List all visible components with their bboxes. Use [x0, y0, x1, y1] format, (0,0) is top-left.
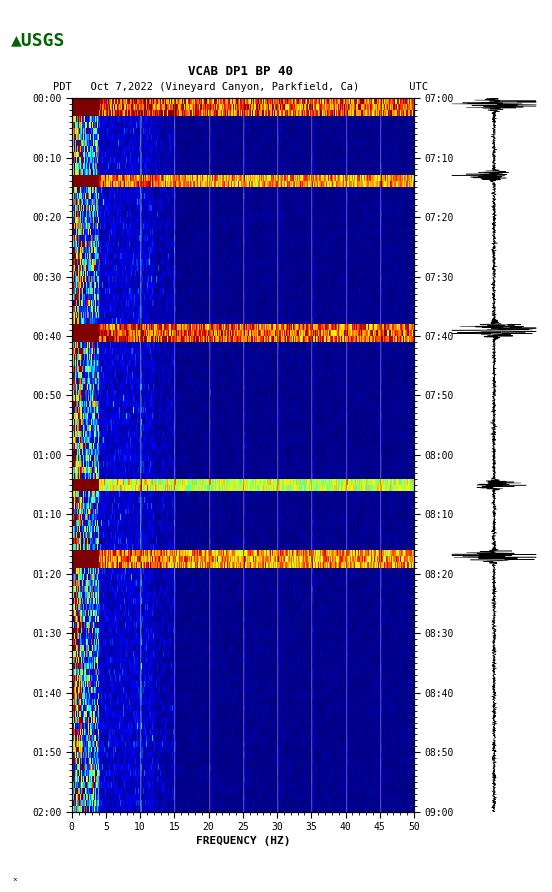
Text: VCAB DP1 BP 40: VCAB DP1 BP 40 — [188, 65, 293, 78]
Text: ˣ: ˣ — [11, 877, 18, 887]
X-axis label: FREQUENCY (HZ): FREQUENCY (HZ) — [195, 837, 290, 847]
Text: ▲USGS: ▲USGS — [11, 31, 66, 49]
Text: PDT   Oct 7,2022 (Vineyard Canyon, Parkfield, Ca)        UTC: PDT Oct 7,2022 (Vineyard Canyon, Parkfie… — [52, 82, 428, 92]
